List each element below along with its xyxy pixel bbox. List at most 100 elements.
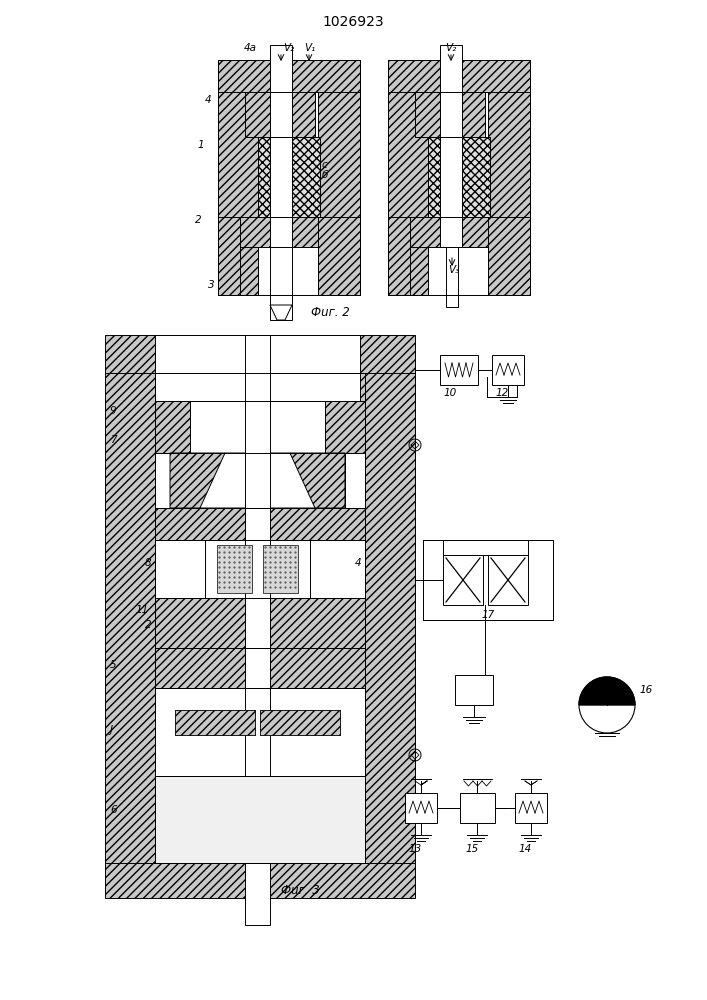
Bar bbox=[245, 648, 270, 688]
Bar bbox=[270, 598, 365, 648]
Bar bbox=[410, 217, 488, 247]
Bar bbox=[155, 373, 360, 401]
Bar bbox=[263, 545, 298, 593]
Text: 2: 2 bbox=[195, 215, 201, 225]
Bar bbox=[218, 60, 360, 92]
Bar bbox=[270, 45, 292, 305]
Bar bbox=[170, 453, 225, 508]
Bar bbox=[388, 217, 410, 295]
Bar bbox=[105, 335, 415, 373]
Text: J: J bbox=[110, 725, 113, 735]
Text: 7: 7 bbox=[110, 435, 117, 445]
Bar bbox=[245, 335, 270, 925]
Text: 11: 11 bbox=[135, 605, 148, 615]
Bar bbox=[218, 60, 258, 295]
Bar bbox=[388, 60, 530, 92]
Bar bbox=[270, 92, 292, 137]
Bar bbox=[428, 137, 490, 217]
Text: 6: 6 bbox=[110, 805, 117, 815]
Bar bbox=[175, 710, 255, 735]
Bar bbox=[488, 555, 528, 605]
Bar bbox=[155, 373, 190, 453]
Text: 1: 1 bbox=[198, 140, 204, 150]
Bar bbox=[105, 373, 155, 863]
Bar bbox=[155, 598, 245, 648]
Bar bbox=[365, 373, 415, 863]
Bar bbox=[440, 137, 462, 217]
Polygon shape bbox=[290, 453, 345, 508]
Bar bbox=[205, 540, 245, 598]
Bar bbox=[270, 137, 292, 217]
Bar bbox=[245, 92, 315, 137]
Text: 3: 3 bbox=[208, 280, 215, 290]
Text: б: б bbox=[322, 170, 328, 180]
Bar bbox=[258, 137, 320, 217]
Bar bbox=[423, 540, 553, 620]
Bar bbox=[440, 45, 462, 120]
Bar bbox=[245, 598, 270, 648]
Text: 14: 14 bbox=[518, 844, 532, 854]
Bar bbox=[175, 710, 255, 735]
Text: с: с bbox=[322, 160, 328, 170]
Bar bbox=[245, 508, 270, 540]
Text: 2: 2 bbox=[145, 620, 151, 630]
Bar bbox=[270, 540, 310, 598]
Text: 4а: 4а bbox=[244, 43, 257, 53]
Polygon shape bbox=[579, 677, 635, 705]
Bar bbox=[290, 453, 345, 508]
Bar bbox=[155, 688, 365, 776]
Polygon shape bbox=[270, 305, 292, 320]
Bar bbox=[488, 60, 530, 295]
Text: V₂: V₂ bbox=[283, 43, 294, 53]
Bar bbox=[240, 217, 318, 247]
Bar bbox=[488, 217, 530, 295]
Text: 17: 17 bbox=[481, 610, 495, 620]
Bar bbox=[270, 217, 292, 247]
Bar bbox=[388, 60, 428, 295]
Text: V₁: V₁ bbox=[304, 43, 315, 53]
Bar bbox=[492, 355, 524, 385]
Polygon shape bbox=[170, 453, 225, 508]
Bar bbox=[318, 217, 360, 295]
Bar bbox=[155, 335, 360, 373]
Bar bbox=[217, 545, 252, 593]
Bar bbox=[205, 540, 310, 598]
Bar bbox=[245, 688, 270, 776]
Bar bbox=[405, 793, 437, 823]
Bar bbox=[155, 776, 365, 863]
Text: V₂: V₂ bbox=[445, 43, 456, 53]
Bar bbox=[260, 710, 340, 735]
Text: Фuг. 3: Фuг. 3 bbox=[281, 884, 320, 896]
Text: 9: 9 bbox=[110, 406, 117, 416]
Bar bbox=[105, 863, 415, 898]
Bar bbox=[155, 688, 365, 776]
Bar bbox=[325, 373, 365, 453]
Bar bbox=[515, 793, 547, 823]
Text: 8: 8 bbox=[145, 558, 151, 568]
Text: 13: 13 bbox=[409, 844, 421, 854]
Bar bbox=[218, 217, 240, 295]
Bar bbox=[270, 305, 292, 320]
Text: Фuг. 2: Фuг. 2 bbox=[310, 306, 349, 320]
Bar bbox=[460, 793, 495, 823]
Bar bbox=[318, 60, 360, 295]
Bar bbox=[423, 540, 553, 620]
Text: 1026923: 1026923 bbox=[322, 15, 384, 29]
Bar bbox=[415, 92, 485, 137]
Bar bbox=[440, 217, 462, 247]
Text: 4: 4 bbox=[205, 95, 211, 105]
Text: 16: 16 bbox=[639, 685, 653, 695]
Bar bbox=[245, 540, 270, 598]
Text: 12: 12 bbox=[496, 388, 508, 398]
Text: 15: 15 bbox=[465, 844, 479, 854]
Bar bbox=[260, 710, 340, 735]
Bar bbox=[155, 648, 365, 688]
Bar bbox=[443, 540, 528, 555]
Polygon shape bbox=[200, 453, 315, 508]
Bar bbox=[455, 675, 493, 705]
Text: 4: 4 bbox=[355, 558, 361, 568]
Bar bbox=[446, 247, 458, 307]
Bar bbox=[440, 355, 478, 385]
Text: 10: 10 bbox=[443, 388, 457, 398]
Bar bbox=[155, 508, 365, 540]
